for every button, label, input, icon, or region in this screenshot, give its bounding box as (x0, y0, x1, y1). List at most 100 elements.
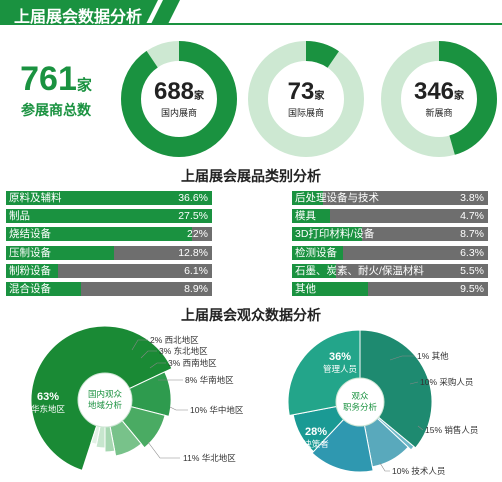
category-bar-value: 6.1% (184, 264, 208, 277)
categories-title: 上届展会展品类别分析 (181, 168, 321, 184)
category-bar-fill (6, 191, 212, 205)
pie-slice (103, 371, 172, 418)
category-bar-fill (292, 227, 362, 242)
category-bar-label: 检测设备 (295, 246, 337, 259)
category-bar-fill (292, 282, 369, 296)
pie-leader-line (389, 355, 415, 361)
category-bar-value: 36.6% (178, 192, 208, 204)
pie-leader-line (131, 339, 148, 351)
pie-slice-label: 10% 华中地区 (190, 405, 244, 415)
category-bar-fill (6, 245, 115, 260)
category-bar-value: 8.7% (460, 228, 484, 241)
category-bar-fill (292, 191, 323, 205)
pie-leader-line (149, 362, 166, 369)
pie-leader-line (140, 350, 157, 359)
donut-arc (248, 41, 364, 157)
category-bar-row: 后处理设备与技术 3.8% (292, 191, 488, 205)
category-bar-fill (292, 209, 330, 224)
category-bar-label: 后处理设备与技术 (295, 192, 379, 204)
total-value: 761 (20, 60, 77, 98)
donut-value: 73 (287, 78, 315, 105)
category-bar-fill (292, 263, 337, 278)
pie-slice-label: 2% 西北地区 (150, 335, 199, 345)
category-bar-fill (292, 245, 343, 260)
pie-leader-line (147, 441, 180, 459)
category-bar-row: 制粉设备 6.1% (6, 263, 212, 278)
category-bar-fill (6, 263, 58, 278)
category-bar-row: 烧结设备 22% (6, 227, 212, 242)
donut-value: 688 (153, 78, 195, 105)
pie-slice-label: 1% 其他 (417, 351, 449, 361)
category-bar-row: 压制设备 12.8% (6, 245, 212, 260)
category-bar-label: 其他 (295, 283, 316, 295)
category-bar-value: 6.3% (460, 246, 484, 259)
pie-slice-label: 3% 西南地区 (168, 358, 217, 368)
donut-international: 73家 国际展商 (247, 40, 365, 158)
donut-arc (381, 41, 497, 157)
category-bar-value: 4.7% (460, 210, 484, 223)
donut-unit: 家 (194, 91, 205, 102)
pie-slice-label: 11% 华北地区 (183, 453, 236, 463)
category-bar-row: 混合设备 8.9% (6, 282, 212, 296)
category-bar-label: 模具 (295, 210, 316, 223)
pie-slice-name: 管理人员 (323, 364, 357, 374)
page-title: 上届展会数据分析 (14, 9, 143, 26)
pie-slice-value: 28% (305, 426, 327, 438)
category-bar-row: 模具 4.7% (292, 209, 488, 224)
category-bar-label: 石墨、炭素、耐火/保温材料 (295, 264, 424, 277)
donut-ring (381, 41, 497, 157)
pie-leader-line (409, 381, 419, 385)
category-bar-label: 压制设备 (9, 246, 51, 259)
category-bar-fill (6, 209, 212, 224)
category-bar-label: 烧结设备 (9, 228, 51, 241)
category-bar-row: 其他 9.5% (292, 282, 488, 296)
pie-slice (359, 329, 433, 449)
category-bar-label: 混合设备 (9, 283, 51, 295)
category-bar-row: 原料及辅料 36.6% (6, 191, 212, 205)
donut-unit: 家 (314, 91, 325, 102)
category-bar-row: 石墨、炭素、耐火/保温材料 5.5% (292, 263, 488, 278)
category-bar-value: 5.5% (460, 264, 484, 277)
pie-center-label: 观众 (351, 391, 369, 401)
category-bar-row: 3D打印材料/设备 8.7% (292, 227, 488, 242)
category-bar-fill (6, 227, 192, 242)
donut-unit: 家 (454, 91, 465, 102)
category-bar-value: 12.8% (178, 246, 208, 259)
total-unit: 家 (76, 77, 92, 94)
category-bar-label: 制粉设备 (9, 264, 51, 277)
pie-slice-value: 36% (329, 351, 351, 363)
donut-arc (121, 41, 237, 157)
pie-center (77, 372, 133, 428)
pie-leader-line (379, 462, 390, 472)
donut-value: 346 (413, 78, 455, 105)
header-banner: 上届展会数据分析 (0, 0, 502, 28)
donut-text: 688家 国内展商 (120, 78, 238, 119)
donut-ring (248, 41, 364, 157)
region-pie-chart: 63%华东地区 11% 华北地区 10% 华中地区 8% 华南地区 3% 西南地区 3% … (30, 325, 244, 472)
donut-label: 国内展商 (160, 108, 197, 118)
donut-label: 国际展商 (287, 108, 324, 118)
category-bar-row: 制品 27.5% (6, 209, 212, 224)
pie-slice-name: 华东地区 (31, 404, 66, 414)
audience-title: 上届展会观众数据分析 (181, 307, 321, 323)
pie-center-label: 职务分析 (343, 402, 378, 412)
category-bar-fill (6, 282, 82, 296)
pie-center (335, 377, 385, 427)
total-exhibitors: 761家 参展商总数 (0, 60, 112, 120)
pie-slice-label: 8% 华南地区 (185, 375, 234, 385)
pie-slice-name: 决策者 (303, 439, 329, 449)
pie-leader-line (169, 406, 188, 411)
donut-text: 346家 新展商 (380, 78, 498, 119)
donut-new: 346家 新展商 (380, 40, 498, 158)
header-shape (0, 0, 502, 25)
role-pie-chart: 36%管理人员 1% 其他 10% 采购人员 15% 销售人员 10% 技术人员 28%决… (287, 329, 478, 476)
category-bar-value: 3.8% (460, 192, 484, 204)
category-bar-value: 8.9% (184, 283, 208, 295)
pie-slice-value: 63% (37, 391, 59, 403)
category-bar-label: 3D打印材料/设备 (295, 228, 375, 241)
category-bar-value: 9.5% (460, 283, 484, 295)
pie-slice-label: 3% 东北地区 (159, 346, 208, 356)
donut-label: 新展商 (425, 108, 453, 118)
category-bar-value: 22% (186, 228, 208, 241)
category-bar-label: 原料及辅料 (9, 192, 62, 204)
